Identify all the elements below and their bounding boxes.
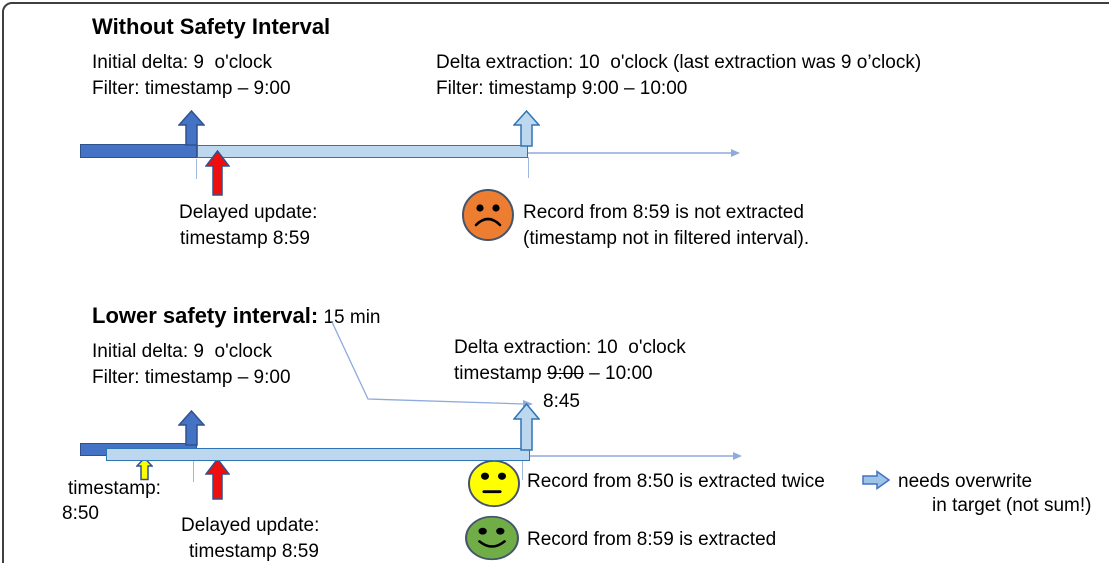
- section2-title-value: 15 min: [318, 307, 381, 328]
- timeline1-dark-bar: [80, 144, 197, 158]
- neutral-face-icon: [468, 459, 520, 508]
- delayed-update-red-arrow-icon: [205, 458, 230, 500]
- needs-overwrite-line1: needs overwrite: [898, 471, 1033, 492]
- timeline2-tick-9: [193, 460, 194, 482]
- section1-delayed-update-line2: timestamp 8:59: [180, 228, 310, 249]
- sad-face-icon: [462, 189, 514, 241]
- timestamp-850-label-line1: timestamp:: [68, 478, 161, 499]
- happy-face-icon: [465, 515, 519, 561]
- section2-delayed-update-line1: Delayed update:: [181, 515, 320, 536]
- up-arrow-dark-icon: [178, 110, 205, 146]
- timeline1-tick-10: [528, 157, 529, 178]
- section1-initial-delta: Initial delta: 9 o'clock: [92, 52, 272, 73]
- section1-result-line2: (timestamp not in filtered interval).: [523, 228, 810, 249]
- section2-delayed-update-line2: timestamp 8:59: [189, 541, 319, 562]
- timeline2-light-bar: [106, 448, 530, 461]
- timeline2-axis-arrow: [530, 452, 742, 460]
- up-arrow-dark-icon: [178, 410, 205, 446]
- timestamp-850-label-line2: 8:50: [62, 503, 99, 524]
- up-arrow-light-icon: [513, 403, 540, 451]
- delta-filter-struck: 9:00: [546, 363, 584, 384]
- section2-delta-filter: timestamp 9:00 – 10:00: [454, 362, 653, 386]
- delayed-update-red-arrow-icon: [205, 150, 230, 196]
- timeline1-axis-arrow: [528, 149, 740, 157]
- up-arrow-light-icon: [513, 110, 540, 147]
- section2-title: Lower safety interval: 15 min: [92, 303, 381, 329]
- section1-delayed-update-line1: Delayed update:: [179, 202, 318, 223]
- timeline1-tick-9: [196, 159, 197, 179]
- delta-filter-suffix: – 10:00: [583, 363, 653, 384]
- result-extracted-label: Record from 8:59 is extracted: [527, 529, 777, 550]
- right-arrow-icon: [862, 470, 890, 490]
- section2-initial-delta: Initial delta: 9 o'clock: [92, 341, 272, 362]
- section1-delta-extraction: Delta extraction: 10 o'clock (last extra…: [436, 52, 922, 73]
- section1-filter: Filter: timestamp – 9:00: [92, 78, 291, 99]
- section1-title: Without Safety Interval: [92, 14, 331, 39]
- adjusted-time-label: 8:45: [543, 391, 580, 412]
- needs-overwrite-line2: in target (not sum!): [932, 495, 1092, 516]
- result-twice-label: Record from 8:50 is extracted twice: [527, 471, 825, 492]
- safety-interval-connector-line: [331, 321, 533, 408]
- section2-filter: Filter: timestamp – 9:00: [92, 367, 291, 388]
- timeline1-light-bar: [197, 145, 528, 158]
- section1-result-line1: Record from 8:59 is not extracted: [523, 202, 804, 223]
- section2-delta-extraction: Delta extraction: 10 o'clock: [454, 337, 686, 358]
- timeline2-tick-10: [522, 461, 523, 480]
- section2-title-bold: Lower safety interval:: [92, 303, 319, 328]
- up-arrow-yellow-icon: [136, 457, 153, 481]
- section1-delta-filter: Filter: timestamp 9:00 – 10:00: [436, 78, 688, 99]
- delta-filter-prefix: timestamp: [454, 363, 547, 384]
